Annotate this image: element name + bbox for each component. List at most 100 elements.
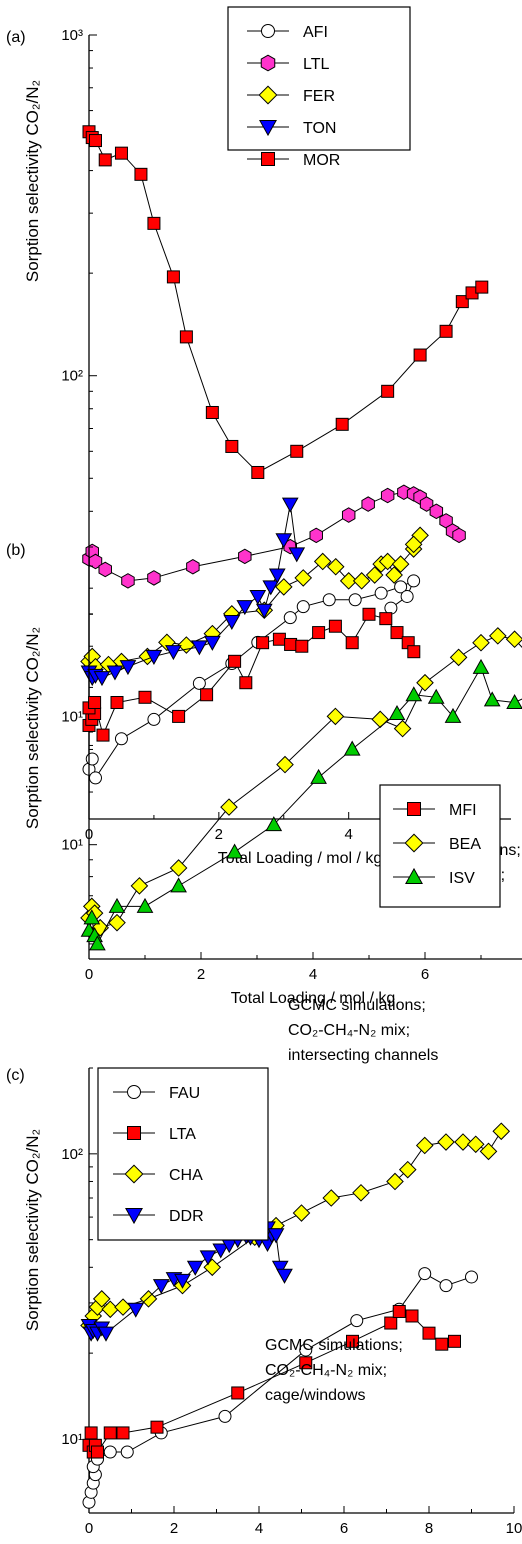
data-point <box>121 573 135 589</box>
data-point <box>199 1250 217 1266</box>
data-point <box>85 752 99 766</box>
x-axis-label: Total Loading / mol / kg <box>218 850 383 867</box>
y-axis-label: Sorption selectivity CO₂/N₂ <box>23 627 42 829</box>
data-point <box>239 676 253 690</box>
data-point <box>275 533 293 549</box>
data-point <box>394 580 408 594</box>
data-point <box>251 465 265 479</box>
series-MFI <box>82 607 421 742</box>
x-tick-label: 2 <box>215 826 223 843</box>
data-point <box>407 645 421 659</box>
data-point <box>413 348 427 362</box>
series-MOR <box>82 125 489 479</box>
data-point <box>120 1445 134 1459</box>
legend-label: TON <box>303 120 336 137</box>
data-point <box>465 1270 478 1284</box>
data-point <box>341 507 356 523</box>
x-tick-label: 0 <box>85 1520 93 1537</box>
data-point <box>205 405 219 419</box>
data-point <box>108 897 126 913</box>
data-point <box>283 611 297 625</box>
data-point <box>93 671 111 687</box>
data-point <box>472 633 490 652</box>
annotation-text: CO₂-CH₄-N₂ mix; <box>288 1022 410 1039</box>
data-point <box>271 1260 289 1276</box>
data-point <box>374 586 388 600</box>
data-point <box>134 167 148 181</box>
data-point <box>405 1309 419 1323</box>
data-point <box>335 417 349 431</box>
data-point <box>284 637 298 651</box>
data-point <box>479 1142 498 1161</box>
x-tick-label: 4 <box>255 1520 263 1537</box>
data-point <box>313 552 332 571</box>
data-point <box>179 330 193 344</box>
panel-label: (b) <box>6 542 26 559</box>
data-point <box>97 1326 115 1342</box>
data-point <box>352 572 371 590</box>
data-point <box>326 707 345 726</box>
data-point <box>88 134 102 148</box>
data-point <box>505 630 522 649</box>
data-point <box>391 555 410 573</box>
annotation-text: GCMC simulations; <box>288 997 426 1014</box>
data-point <box>435 1337 449 1351</box>
chart-panel-1: 0246810¹Total Loading / mol / kgSorption… <box>6 542 522 1064</box>
data-point <box>418 1267 432 1281</box>
legend-label: LTL <box>303 56 329 73</box>
panel-label: (c) <box>6 1067 25 1084</box>
data-point <box>225 439 239 453</box>
data-point <box>150 1420 164 1434</box>
legend-label: ISV <box>449 870 475 887</box>
data-point <box>228 654 242 668</box>
data-point <box>106 665 124 681</box>
data-point <box>439 324 453 338</box>
data-point <box>268 568 286 584</box>
data-point <box>98 561 112 578</box>
series-LTA <box>82 1304 461 1459</box>
data-point <box>265 816 283 832</box>
series-BEA <box>80 627 522 937</box>
y-tick-label: 10¹ <box>61 1431 83 1448</box>
data-point <box>114 732 128 746</box>
data-point <box>444 707 462 723</box>
data-point <box>407 574 421 588</box>
data-point <box>103 1445 117 1459</box>
data-point <box>365 566 384 584</box>
data-point <box>147 712 161 726</box>
legend-marker <box>124 1164 144 1184</box>
x-axis-label: Total Loading / mol / kg <box>231 990 396 1007</box>
data-point <box>350 1314 364 1328</box>
data-point <box>166 270 180 284</box>
data-point <box>405 686 423 702</box>
data-point <box>186 558 200 575</box>
data-point <box>483 691 501 707</box>
data-point <box>138 690 152 704</box>
data-point <box>204 635 221 651</box>
data-point <box>110 695 124 709</box>
data-point <box>236 600 254 616</box>
data-point <box>290 444 304 458</box>
data-point <box>295 639 309 653</box>
y-tick-label: 10¹ <box>61 708 83 725</box>
data-point <box>466 1135 485 1154</box>
data-point <box>136 897 154 913</box>
data-point <box>299 1343 313 1357</box>
data-point <box>452 527 466 544</box>
x-tick-label: 8 <box>425 1520 433 1537</box>
data-point <box>281 497 299 513</box>
data-point <box>177 636 196 654</box>
data-point <box>429 503 444 520</box>
data-point <box>309 527 323 544</box>
series-ISV <box>80 658 522 951</box>
data-point <box>116 1426 130 1440</box>
data-point <box>378 552 397 571</box>
data-point <box>400 589 414 603</box>
series-LTL <box>82 484 466 589</box>
data-point <box>346 1334 359 1348</box>
data-point <box>292 1204 311 1222</box>
data-point <box>223 614 241 630</box>
data-point <box>437 1133 455 1151</box>
x-tick-label: 4 <box>345 826 353 843</box>
